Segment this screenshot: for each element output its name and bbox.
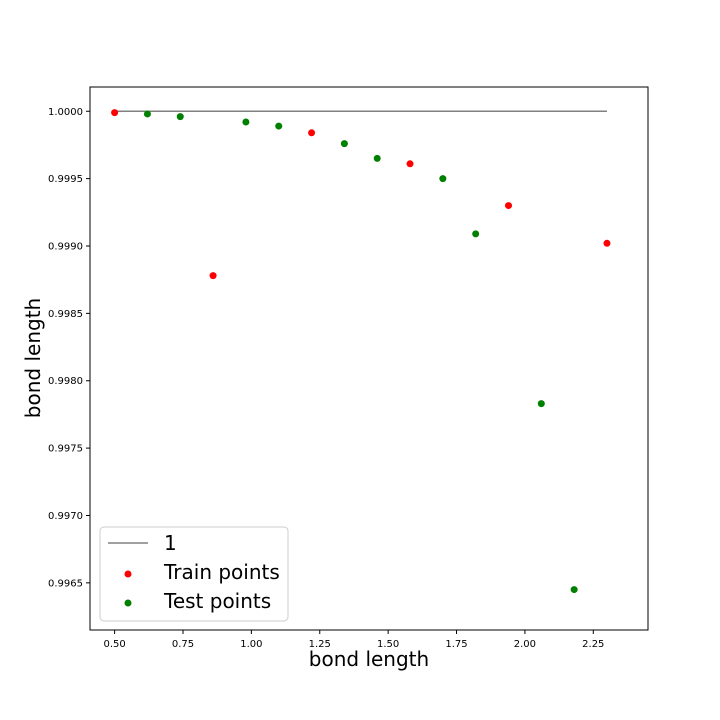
y-axis: 0.9965 0.9970 0.9975 0.9980 0.9985 0.9990 0.99… bbox=[48, 107, 90, 589]
test-point bbox=[570, 586, 578, 594]
legend-test-marker bbox=[124, 599, 132, 607]
y-tick-label: 0.9985 bbox=[48, 309, 83, 320]
plot-area bbox=[111, 109, 611, 594]
train-point bbox=[111, 109, 119, 117]
x-tick-label: 2.25 bbox=[582, 639, 604, 650]
y-tick-label: 1.0000 bbox=[48, 107, 83, 118]
test-point bbox=[439, 175, 447, 183]
test-point bbox=[373, 154, 381, 162]
y-tick-label: 0.9995 bbox=[48, 174, 83, 185]
test-point bbox=[143, 110, 151, 118]
legend-label-test: Test points bbox=[163, 589, 271, 613]
train-point bbox=[603, 239, 611, 247]
y-tick-label: 0.9965 bbox=[48, 578, 83, 589]
test-point bbox=[275, 122, 283, 130]
x-tick-label: 1.50 bbox=[377, 639, 399, 650]
test-point bbox=[242, 118, 250, 126]
y-tick-label: 0.9970 bbox=[48, 511, 83, 522]
legend-train-marker bbox=[124, 570, 132, 578]
train-point bbox=[406, 160, 414, 168]
y-tick-label: 0.9990 bbox=[48, 241, 83, 252]
x-tick-label: 1.75 bbox=[445, 639, 467, 650]
legend-box bbox=[99, 526, 289, 622]
x-tick-label: 1.00 bbox=[240, 639, 262, 650]
legend-label-line: 1 bbox=[164, 531, 177, 555]
test-point bbox=[537, 400, 545, 408]
legend: 1 Train points Test points bbox=[99, 526, 289, 622]
x-axis: 0.50 0.75 1.00 1.25 1.50 1.75 2.00 2.25 bbox=[103, 630, 604, 650]
x-axis-title: bond length bbox=[309, 647, 429, 671]
test-point bbox=[340, 140, 348, 148]
train-point bbox=[209, 272, 217, 280]
x-tick-label: 0.75 bbox=[172, 639, 194, 650]
x-tick-label: 2.00 bbox=[514, 639, 536, 650]
y-tick-label: 0.9975 bbox=[48, 444, 83, 455]
x-tick-label: 1.25 bbox=[309, 639, 331, 650]
legend-label-train: Train points bbox=[163, 560, 280, 584]
train-point bbox=[308, 129, 316, 137]
y-axis-title: bond length bbox=[21, 298, 45, 418]
x-tick-label: 0.50 bbox=[103, 639, 125, 650]
test-point bbox=[472, 230, 480, 238]
axes-frame bbox=[89, 86, 649, 631]
test-point bbox=[176, 113, 184, 121]
train-point bbox=[505, 202, 512, 210]
y-tick-label: 0.9980 bbox=[48, 376, 83, 387]
